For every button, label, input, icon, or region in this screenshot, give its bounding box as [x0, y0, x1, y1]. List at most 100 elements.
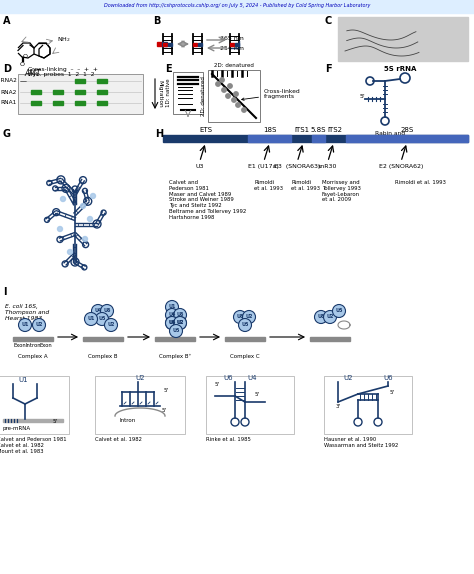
Bar	[31, 90, 41, 94]
Text: U2: U2	[176, 320, 184, 325]
Text: U2: U2	[246, 315, 253, 320]
Text: Calvet and
Pederson 1981
Maser and Calvet 1989
Stroke and Weiner 1989
Tyc and St: Calvet and Pederson 1981 Maser and Calve…	[169, 180, 246, 220]
Text: Intron: Intron	[120, 418, 136, 423]
Bar	[97, 101, 107, 105]
Text: C: C	[325, 16, 332, 26]
Text: H: H	[155, 129, 163, 139]
Text: 2D: denatured: 2D: denatured	[214, 63, 254, 68]
Circle shape	[220, 78, 224, 82]
Text: I: I	[3, 287, 7, 297]
Text: 5S rRNA: 5S rRNA	[384, 66, 416, 72]
Text: 2D: denatured: 2D: denatured	[201, 76, 206, 116]
Circle shape	[18, 319, 31, 332]
Text: D: D	[3, 64, 11, 74]
Circle shape	[33, 319, 46, 332]
Text: ITS1: ITS1	[294, 127, 310, 133]
Bar	[18, 74, 143, 114]
Text: 5.8S: 5.8S	[311, 127, 326, 133]
Text: U5: U5	[173, 328, 180, 333]
Text: U1: U1	[87, 316, 95, 321]
Text: A: A	[3, 16, 10, 26]
Circle shape	[57, 227, 63, 231]
Circle shape	[67, 250, 73, 254]
Text: pre-mRNA: pre-mRNA	[3, 426, 31, 431]
Circle shape	[165, 316, 179, 329]
Text: Hausner et al. 1990
Wassarman and Steitz 1992: Hausner et al. 1990 Wassarman and Steitz…	[324, 437, 398, 448]
Text: U5: U5	[168, 320, 176, 325]
Bar	[75, 101, 85, 105]
Text: AMT: AMT	[25, 69, 41, 78]
Text: Complex A: Complex A	[18, 354, 48, 359]
Text: E. coli 16S,
Thompson and
Hearst 1983: E. coli 16S, Thompson and Hearst 1983	[5, 304, 49, 321]
Text: 28S: 28S	[401, 127, 414, 133]
Circle shape	[61, 196, 65, 201]
Bar	[173, 72, 203, 114]
Bar	[230, 42, 235, 45]
Circle shape	[165, 301, 179, 313]
Text: Complex C: Complex C	[230, 354, 260, 359]
Text: U1: U1	[18, 377, 28, 383]
Text: O: O	[20, 62, 25, 67]
Text: Complex B: Complex B	[88, 354, 118, 359]
Text: U2: U2	[326, 315, 334, 320]
Text: G: G	[3, 129, 11, 139]
Text: U6: U6	[223, 375, 233, 381]
Circle shape	[84, 312, 98, 325]
Bar	[53, 90, 63, 94]
Text: 5': 5'	[162, 408, 167, 413]
Text: 18S: 18S	[263, 127, 276, 133]
Circle shape	[315, 311, 328, 324]
Circle shape	[165, 308, 179, 321]
Text: ETS: ETS	[199, 127, 212, 133]
Circle shape	[236, 103, 240, 107]
Text: Rinke et al. 1985: Rinke et al. 1985	[206, 437, 251, 442]
Text: Intron: Intron	[25, 343, 41, 348]
Text: Migration: Migration	[157, 80, 162, 108]
Bar	[164, 42, 167, 45]
Text: NH$_2$: NH$_2$	[57, 36, 71, 44]
Text: Calvet and Pederson 1981
Calvet et al. 1982
Mount et al. 1983: Calvet and Pederson 1981 Calvet et al. 1…	[0, 437, 67, 453]
Text: 5': 5'	[360, 95, 366, 99]
Circle shape	[82, 236, 88, 242]
Text: Cross-linking  –  –  +  +: Cross-linking – – + +	[28, 67, 98, 72]
Circle shape	[173, 316, 186, 329]
Circle shape	[232, 98, 236, 102]
Circle shape	[100, 304, 113, 317]
Bar	[75, 79, 85, 83]
Text: 254 nm: 254 nm	[220, 46, 244, 52]
Bar	[13, 337, 53, 341]
Text: O: O	[22, 54, 27, 59]
Text: E2 (SNORA62): E2 (SNORA62)	[379, 164, 423, 169]
Text: 5': 5'	[255, 392, 260, 397]
Text: Rimoldi
et al. 1993: Rimoldi et al. 1993	[255, 180, 283, 191]
Bar	[3, 419, 63, 422]
Text: Complex B⁺: Complex B⁺	[159, 354, 191, 359]
Circle shape	[222, 88, 226, 92]
Text: 5': 5'	[53, 419, 58, 424]
Text: Downloaded from http://cshprotocols.cshlp.org/ on July 5, 2024 - Published by Co: Downloaded from http://cshprotocols.cshl…	[104, 3, 370, 9]
Bar	[324, 376, 412, 434]
Bar	[236, 42, 239, 45]
Text: U1: U1	[21, 323, 29, 328]
Circle shape	[81, 204, 85, 208]
Text: U6: U6	[168, 320, 176, 325]
Bar	[75, 90, 85, 94]
Text: U6: U6	[383, 375, 393, 381]
Text: U2: U2	[107, 323, 115, 328]
Circle shape	[91, 193, 95, 199]
Text: U6: U6	[317, 315, 325, 320]
Text: Cross-linked
fragments: Cross-linked fragments	[242, 88, 301, 100]
Text: U5: U5	[241, 323, 249, 328]
Bar	[346, 135, 468, 142]
Text: Rimoldi et al. 1993: Rimoldi et al. 1993	[395, 180, 446, 185]
Text: RNA1: RNA1	[1, 100, 17, 106]
Bar	[157, 42, 162, 46]
Text: U2: U2	[35, 323, 43, 328]
Text: —: —	[20, 78, 27, 84]
Circle shape	[88, 216, 92, 222]
Circle shape	[95, 312, 109, 325]
Bar	[0, 0, 474, 13]
Text: E3  (SNORA63): E3 (SNORA63)	[274, 164, 320, 169]
Bar	[310, 337, 350, 341]
Text: U6: U6	[103, 308, 111, 313]
